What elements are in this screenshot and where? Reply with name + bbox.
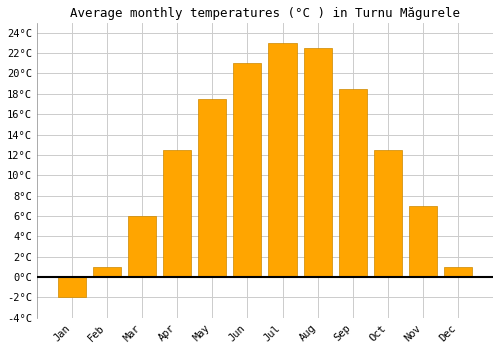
Bar xyxy=(268,43,296,277)
Bar xyxy=(338,89,367,277)
Bar xyxy=(409,206,437,277)
Bar xyxy=(163,150,191,277)
Bar xyxy=(198,99,226,277)
Bar xyxy=(58,277,86,297)
Bar xyxy=(374,150,402,277)
Bar xyxy=(444,267,472,277)
Bar xyxy=(234,63,262,277)
Bar xyxy=(92,267,121,277)
Title: Average monthly temperatures (°C ) in Turnu Măgurele: Average monthly temperatures (°C ) in Tu… xyxy=(70,7,460,20)
Bar xyxy=(128,216,156,277)
Bar xyxy=(304,48,332,277)
